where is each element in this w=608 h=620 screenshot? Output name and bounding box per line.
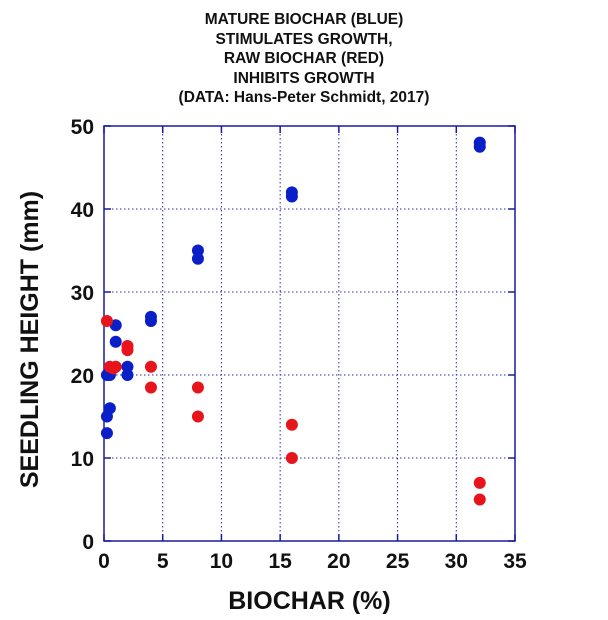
plot-frame [103, 125, 516, 542]
raw-biochar-point [100, 315, 113, 328]
y-tick-labels: 0 10 20 30 40 50 [71, 116, 94, 554]
y-tick-label: 0 [82, 531, 94, 554]
x-axis-label: BIOCHAR (%) [228, 587, 391, 615]
mature-biochar-point [121, 360, 134, 373]
raw-biochar-point [473, 493, 486, 506]
mature-biochar-point [191, 252, 204, 265]
mature-biochar-point [121, 369, 134, 381]
x-tick-labels: 0 5 10 15 20 25 30 35 [98, 550, 527, 573]
x-tick-label: 20 [327, 550, 350, 573]
mature-biochar-point [144, 310, 157, 323]
mature-biochar-point [100, 427, 113, 440]
y-tick-label: 20 [71, 365, 94, 388]
mature-biochar-point [473, 136, 486, 149]
y-tick-label: 30 [71, 282, 94, 305]
mature-biochar-point [191, 244, 204, 257]
title-line-3: RAW BIOCHAR (RED) [223, 50, 385, 67]
x-tick-label: 5 [157, 550, 169, 573]
x-tick-label: 0 [98, 550, 110, 573]
raw-biochar-point [107, 362, 120, 375]
y-tick-label: 10 [71, 448, 94, 471]
raw-biochar-point [191, 410, 204, 423]
x-tick-label: 15 [268, 550, 292, 573]
raw-biochar-point [285, 452, 298, 464]
chart-title: MATURE BIOCHAR (BLUE) STIMULATES GROWTH,… [0, 10, 608, 108]
title-line-5: (DATA: Hans-Peter Schmidt, 2017) [178, 89, 430, 106]
title-line-2: STIMULATES GROWTH, [215, 30, 393, 48]
x-tick-label: 10 [210, 550, 233, 573]
mature-biochar-point [285, 186, 298, 199]
y-tick-label: 50 [71, 116, 94, 139]
title-line-1: MATURE BIOCHAR (BLUE) [204, 11, 404, 28]
raw-biochar-point [121, 339, 134, 352]
grid-lines [104, 126, 515, 541]
tick-marks [103, 125, 516, 542]
raw-biochar-point [191, 381, 204, 394]
mature-biochar-point [109, 335, 122, 348]
x-tick-label: 30 [445, 550, 468, 573]
mature-biochar-point [103, 402, 116, 415]
raw-biochar-point [473, 476, 486, 489]
title-line-4: INHIBITS GROWTH [233, 69, 375, 87]
x-tick-label: 25 [386, 550, 410, 573]
data-points [100, 136, 486, 506]
x-tick-label: 35 [503, 550, 527, 573]
y-axis-label: SEEDLING HEIGHT (mm) [16, 191, 44, 488]
raw-biochar-point [144, 360, 157, 373]
raw-biochar-point [144, 381, 157, 394]
y-tick-label: 40 [71, 199, 94, 222]
raw-biochar-point [285, 418, 298, 431]
